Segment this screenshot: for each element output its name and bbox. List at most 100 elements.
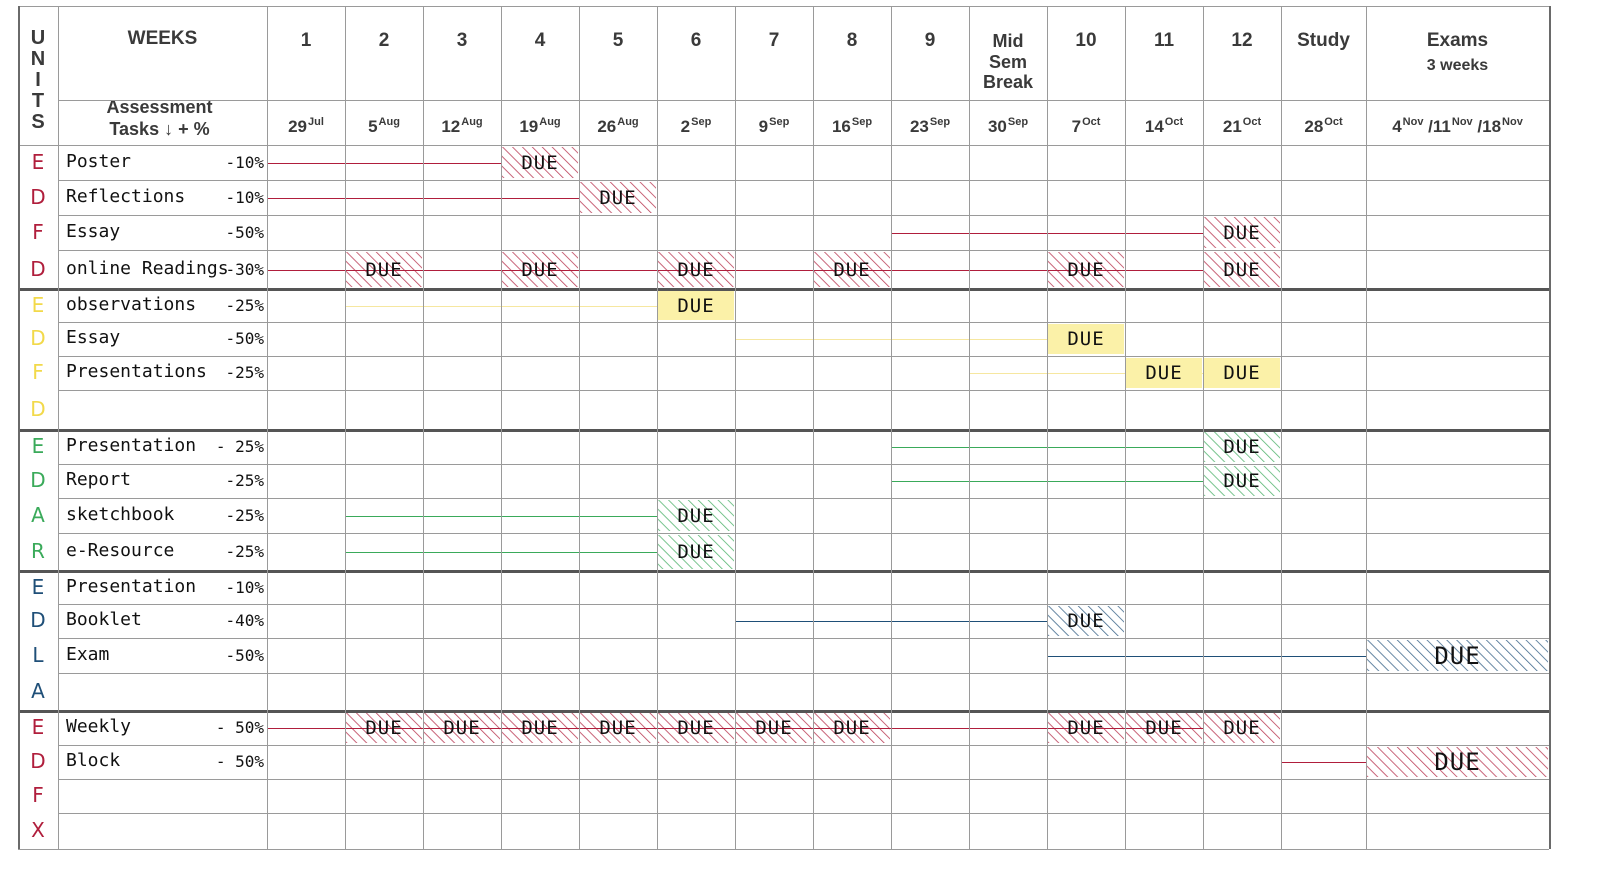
date-month: Aug [539,116,561,128]
unit-code-letter: E [31,149,45,174]
date-day: 19 [519,117,539,136]
unit-code-letter: E [31,292,45,317]
column-line [501,6,502,849]
task-percent: -50% [225,329,264,348]
column-line [345,6,346,849]
task-name: observations [66,293,197,315]
due-marker: DUE [814,713,890,743]
column-line [1549,6,1551,849]
task-name: sketchbook [66,503,175,525]
units-header-letter: T [31,90,45,112]
due-label: DUE [1223,436,1261,458]
due-hatch [580,182,656,213]
task-name: Booklet [66,609,142,630]
due-marker: DUE [346,713,422,743]
due-marker: DUE [424,713,500,743]
date-day: /11 [1428,117,1451,136]
column-line [813,6,814,849]
due-hatch [346,713,422,743]
column-line [1366,6,1367,849]
column-line [423,6,424,849]
week-date-14: 28Oct [1281,116,1366,137]
due-marker: DUE [1204,466,1280,496]
week-date-8: 16Sep [813,116,891,137]
date-day: /18 [1477,117,1502,136]
due-marker: DUE [1204,713,1280,743]
due-marker: DUE [658,252,734,287]
date-month: Sep [769,116,790,128]
due-hatch [814,252,890,287]
unit-code-letter: E [31,574,45,599]
due-label: DUE [1223,717,1261,739]
week-date-3: 12Aug [423,116,501,137]
due-label: DUE [1067,328,1105,350]
due-label: DUE [443,717,481,739]
week-label-7: 7 [768,30,780,51]
due-hatch [1204,466,1280,496]
week-label-1: 1 [300,30,312,51]
column-line [735,6,736,849]
assessment-label-line2: Tasks ↓ + % [109,119,210,139]
due-label: DUE [365,258,403,281]
due-marker: DUE [580,713,656,743]
date-day: 2 [680,117,691,136]
week-label-11: 10 [1075,30,1097,51]
unit-code-letter: D [30,326,46,350]
unit-code-letter: D [30,397,46,421]
unit-code-letter: E [31,434,45,458]
date-day: 7 [1071,117,1082,136]
task-percent: -10% [225,152,264,172]
due-marker: DUE [658,535,734,569]
due-label: DUE [1223,258,1261,281]
week-date-7: 9Sep [735,116,813,137]
date-day: 21 [1222,117,1242,136]
grid-header-bottom [18,145,1549,146]
row-line [58,813,1549,814]
due-hatch [1367,640,1548,671]
date-month: Oct [1242,116,1262,128]
due-marker: DUE [1204,217,1280,248]
task-percent: -50% [225,222,264,242]
units-header-letter: U [30,27,46,49]
due-marker: DUE [1367,640,1548,671]
due-marker: DUE [580,182,656,213]
due-hatch [1126,713,1202,743]
due-label: DUE [755,717,793,739]
week-label-14: Study [1297,30,1350,51]
task-percent: - 50% [215,752,264,771]
week-date-1: 29Jul [267,116,345,137]
date-day: 4 [1392,117,1402,136]
due-hatch [1048,252,1124,287]
due-hatch [1204,217,1280,248]
task-percent: - 50% [215,718,264,737]
due-hatch [1048,713,1124,743]
column-line [58,6,59,849]
task-percent: -25% [225,505,264,525]
due-marker: DUE [658,713,734,743]
task-timeline-line [969,373,1203,374]
due-label: DUE [1223,221,1261,244]
unit-code-letter: F [32,783,44,807]
due-label: DUE [1434,641,1481,670]
unit-code-letter: D [30,468,46,492]
task-name: Weekly [66,716,132,737]
column-line [657,6,658,849]
row-line [58,673,1549,674]
task-percent: -10% [225,577,264,597]
week-date-4: 19Aug [501,116,579,137]
task-name: Essay [66,220,121,242]
task-name: e-Resource [66,540,175,561]
row-line [58,464,1549,465]
due-hatch [424,713,500,743]
week-label-8: 8 [846,30,858,51]
date-month: Oct [1164,116,1184,128]
week-label-13: 12 [1231,30,1253,51]
row-line [58,638,1549,639]
due-hatch [502,713,578,743]
due-label: DUE [1067,258,1105,281]
row-line [58,215,1549,216]
grid-header-divider [58,100,1549,101]
column-line [18,6,20,849]
date-month: Nov [1451,116,1473,128]
date-day: 29 [288,117,307,136]
